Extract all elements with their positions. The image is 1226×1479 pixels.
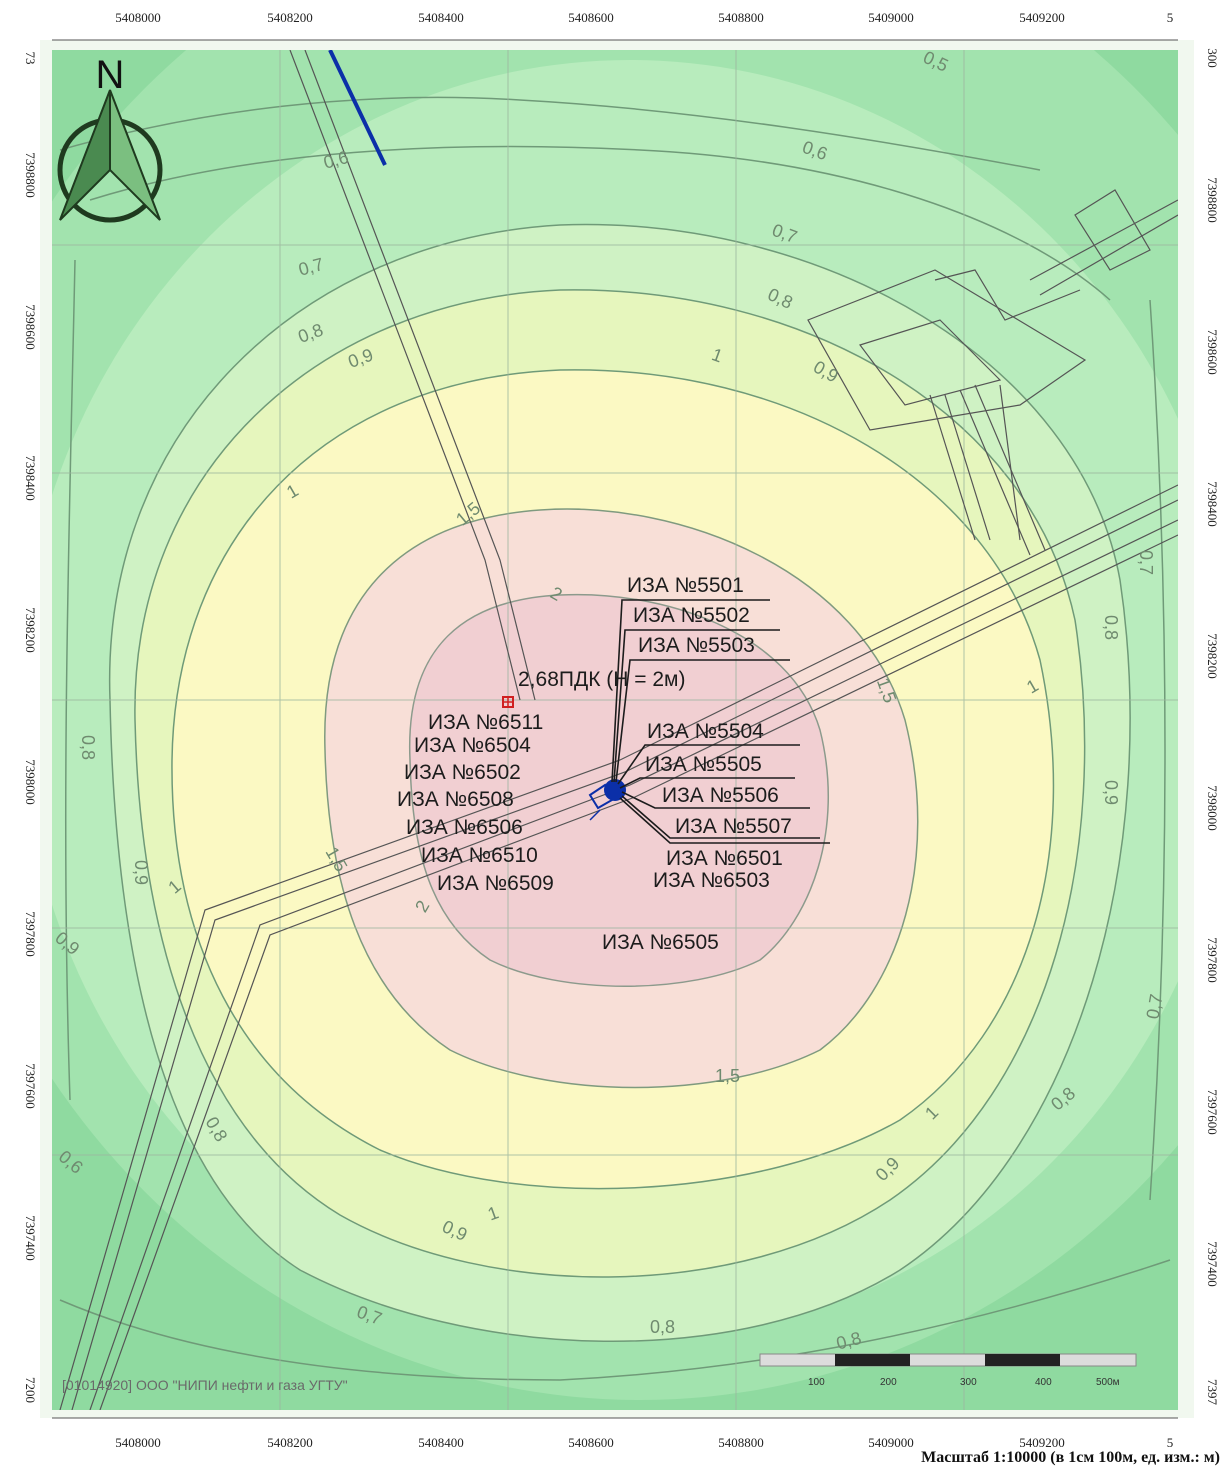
pipeline-segment (328, 50, 387, 166)
contour-label: 0,9 (1101, 780, 1121, 805)
source-label: ИЗА №6508 (397, 788, 514, 811)
contour-label: 0,7 (1143, 992, 1167, 1020)
tick-label: 7398800 (23, 152, 38, 198)
tick-label: 7397800 (1205, 937, 1220, 983)
left-coordinate-ticks: 73 7398800 7398600 7398400 7398200 73980… (23, 52, 38, 1404)
scale-bar-label: 200 (880, 1377, 897, 1388)
tick-label: 7397400 (23, 1215, 38, 1261)
tick-label: 7398600 (1205, 329, 1220, 375)
tick-label: 7397600 (23, 1063, 38, 1109)
contour-label: 0,8 (650, 1317, 675, 1337)
tick-label: 7200 (23, 1377, 38, 1403)
tick-label: 5409000 (868, 1435, 914, 1450)
tick-label: 7398400 (23, 455, 38, 501)
scale-bar: 100 200 300 400 500м (759, 1353, 1137, 1388)
source-label: ИЗА №5507 (675, 815, 792, 838)
contour-label: 0,9 (131, 860, 151, 885)
tick-label: 5408800 (718, 1435, 764, 1450)
road-network (59, 50, 1178, 1410)
scale-bar-label: 400 (1035, 1377, 1052, 1388)
source-label: ИЗА №5505 (645, 753, 762, 776)
tick-marks (52, 39, 1178, 1419)
tick-label: 5409000 (868, 10, 914, 25)
tick-label: 7397 (1205, 1379, 1220, 1406)
contour-line (59, 96, 1041, 171)
source-label: ИЗА №6504 (414, 734, 531, 757)
tick-label: 5409200 (1019, 10, 1065, 25)
tick-label: 5408600 (568, 1435, 614, 1450)
tick-label: 300 (1205, 48, 1220, 68)
contour-line (59, 1259, 1171, 1381)
tick-label: 5408000 (115, 10, 161, 25)
tick-label: 7397400 (1205, 1241, 1220, 1287)
coordinate-grid (52, 50, 1178, 1410)
source-label: ИЗА №6502 (404, 761, 521, 784)
tick-label: 5408600 (568, 10, 614, 25)
scale-bar-label: 300 (960, 1377, 977, 1388)
pdk-label: 2,68ПДК (Н = 2м) (518, 668, 685, 691)
tick-label: 5408200 (267, 1435, 313, 1450)
tick-label: 5409200 (1019, 1435, 1065, 1450)
map-area: 0,5 0,6 0,6 0,7 0,7 0,8 0,8 0,9 0,9 1 1 … (52, 50, 1178, 1410)
contour-line (89, 145, 1111, 301)
source-label: ИЗА №6501 (666, 847, 783, 870)
pdk-marker (502, 696, 514, 708)
source-label: ИЗА №6509 (437, 872, 554, 895)
tick-label: 5408200 (267, 10, 313, 25)
contour-line (1149, 299, 1166, 1201)
source-label: ИЗА №6503 (653, 869, 770, 892)
contour-label: 1,5 (715, 1066, 740, 1086)
tick-label: 7397800 (23, 911, 38, 957)
tick-label: 7397600 (1205, 1089, 1220, 1135)
tick-label: 7398000 (23, 759, 38, 805)
source-label: ИЗА №6510 (421, 844, 538, 867)
leader-lines (611, 599, 830, 844)
contour-line (64, 259, 76, 1101)
bottom-coordinate-ticks: 5408000 5408200 5408400 5408600 5408800 … (115, 1435, 1173, 1450)
source-labels: ИЗА №5501 ИЗА №5502 ИЗА №5503 ИЗА №5504 … (397, 574, 792, 954)
tick-label: 7398200 (23, 607, 38, 653)
contour-label: 0,7 (1136, 550, 1156, 575)
contour-label: 0,8 (1101, 615, 1121, 640)
tick-label: 5 (1167, 10, 1174, 25)
north-arrow: N (57, 53, 163, 223)
tick-label: 7398200 (1205, 633, 1220, 679)
tick-label: 5408400 (418, 10, 464, 25)
right-coordinate-ticks: 300 7398800 7398600 7398400 7398200 7398… (1205, 48, 1220, 1405)
source-label: ИЗА №6505 (602, 931, 719, 954)
copyright-text: [01014920] ООО "НИПИ нефти и газа УГТУ" (62, 1377, 348, 1393)
north-label: N (96, 53, 125, 97)
source-label: ИЗА №5501 (627, 574, 744, 597)
scale-note: Масштаб 1:10000 (в 1см 100м, ед. изм.: м… (921, 1449, 1220, 1466)
tick-label: 5408400 (418, 1435, 464, 1450)
source-label: ИЗА №5503 (638, 634, 755, 657)
scale-bar-label: 100 (808, 1377, 825, 1388)
tick-label: 7398400 (1205, 481, 1220, 527)
source-label: ИЗА №6506 (406, 816, 523, 839)
top-coordinate-ticks: 5408000 5408200 5408400 5408600 5408800 … (115, 10, 1173, 25)
emission-source-cluster (588, 779, 626, 821)
contour-label: 0,8 (78, 735, 98, 760)
tick-label: 7398000 (1205, 785, 1220, 831)
tick-label: 5 (1167, 1435, 1174, 1450)
tick-label: 7398800 (1205, 177, 1220, 223)
source-label: ИЗА №5502 (633, 604, 750, 627)
source-label: ИЗА №5506 (662, 784, 779, 807)
tick-label: 5408800 (718, 10, 764, 25)
source-label: ИЗА №5504 (647, 720, 764, 743)
tick-label: 5408000 (115, 1435, 161, 1450)
tick-label: 7398600 (23, 304, 38, 350)
tick-label: 73 (23, 52, 38, 65)
source-label: ИЗА №6511 (428, 711, 543, 734)
scale-bar-label: 500м (1096, 1377, 1120, 1388)
